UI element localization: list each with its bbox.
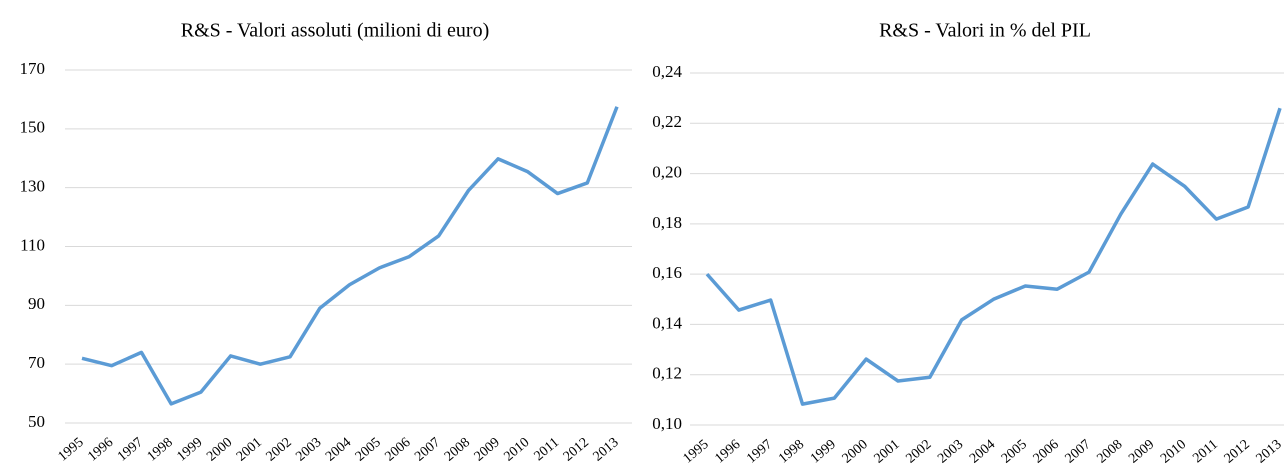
x-tick-label: 1997 <box>744 437 775 466</box>
data-line <box>81 106 619 406</box>
y-tick-label: 170 <box>20 59 46 78</box>
y-tick-label: 110 <box>20 235 45 254</box>
x-tick-label: 2004 <box>323 435 354 464</box>
x-tick-label: 1995 <box>681 437 712 466</box>
x-tick-label: 2005 <box>999 437 1030 466</box>
x-tick-label: 2003 <box>935 437 966 466</box>
x-tick-label: 2004 <box>967 437 998 466</box>
x-tick-label: 2008 <box>442 435 473 464</box>
x-tick-label: 2012 <box>1222 437 1253 466</box>
x-tick-label: 2008 <box>1094 437 1125 466</box>
y-tick-label: 0,10 <box>652 414 682 433</box>
chart-title: R&S - Valori in % del PIL <box>879 20 1091 42</box>
y-tick-label: 70 <box>28 353 45 372</box>
x-tick-label: 2002 <box>903 437 934 466</box>
x-tick-label: 2001 <box>872 437 903 466</box>
y-tick-label: 0,24 <box>652 62 682 81</box>
x-tick-label: 2009 <box>1126 437 1157 466</box>
x-tick-label: 1998 <box>145 435 176 464</box>
y-tick-label: 90 <box>28 294 45 313</box>
y-tick-label: 150 <box>20 118 46 137</box>
x-tick-label: 2005 <box>353 435 384 464</box>
y-tick-label: 0,18 <box>652 213 682 232</box>
x-tick-label: 2003 <box>293 435 324 464</box>
y-tick-label: 0,20 <box>652 162 682 181</box>
x-tick-label: 2006 <box>382 435 413 464</box>
x-tick-label: 2012 <box>561 435 592 464</box>
x-tick-label: 2010 <box>501 435 532 464</box>
x-tick-label: 2009 <box>472 435 503 464</box>
x-tick-label: 2007 <box>412 435 443 464</box>
x-tick-label: 2011 <box>531 435 562 464</box>
y-tick-label: 0,16 <box>652 263 682 282</box>
x-tick-label: 2010 <box>1158 437 1189 466</box>
x-tick-label: 2000 <box>204 435 235 464</box>
x-tick-label: 2002 <box>264 435 295 464</box>
data-line <box>705 107 1282 406</box>
x-tick-label: 1999 <box>808 437 839 466</box>
x-tick-label: 1999 <box>174 435 205 464</box>
y-tick-label: 130 <box>20 177 46 196</box>
x-tick-label: 1995 <box>56 435 87 464</box>
x-tick-label: 2007 <box>1063 437 1094 466</box>
y-tick-label: 0,12 <box>652 364 682 383</box>
x-tick-label: 1996 <box>712 437 743 466</box>
x-tick-label: 2013 <box>591 435 622 464</box>
x-tick-label: 2001 <box>234 435 265 464</box>
x-tick-label: 1997 <box>115 435 146 464</box>
y-tick-label: 0,22 <box>652 112 682 131</box>
x-tick-label: 2000 <box>840 437 871 466</box>
x-tick-label: 1998 <box>776 437 807 466</box>
x-tick-label: 1996 <box>85 435 116 464</box>
x-tick-label: 2013 <box>1254 437 1284 466</box>
x-tick-label: 2006 <box>1031 437 1062 466</box>
y-tick-label: 50 <box>28 412 45 431</box>
x-tick-label: 2011 <box>1190 437 1221 466</box>
chart-title: R&S - Valori assoluti (milioni di euro) <box>181 20 490 42</box>
y-tick-label: 0,14 <box>652 313 682 332</box>
